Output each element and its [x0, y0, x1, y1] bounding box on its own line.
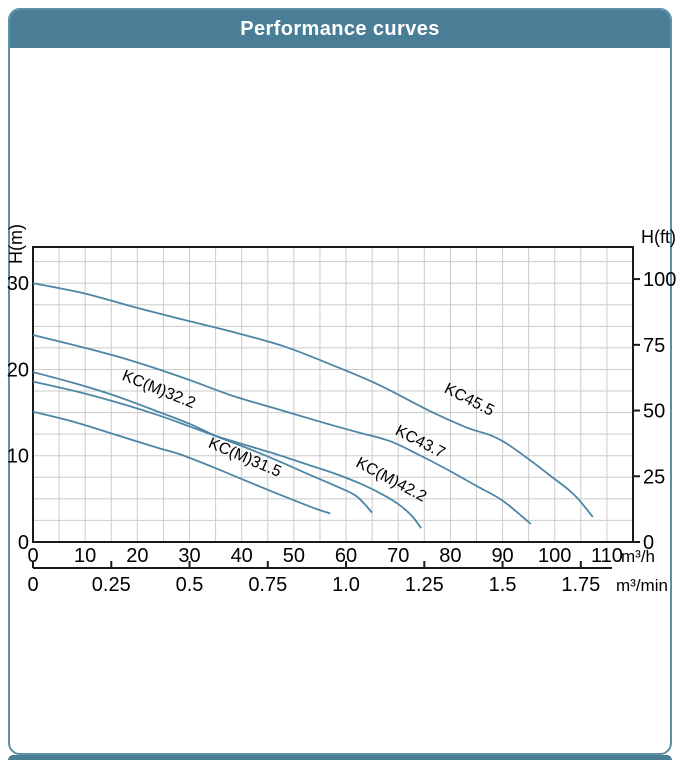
- next-section-header-edge: [8, 755, 672, 760]
- section-header: Performance curves: [10, 10, 670, 48]
- section-title: Performance curves: [240, 17, 440, 40]
- performance-card: Performance curves: [8, 8, 672, 755]
